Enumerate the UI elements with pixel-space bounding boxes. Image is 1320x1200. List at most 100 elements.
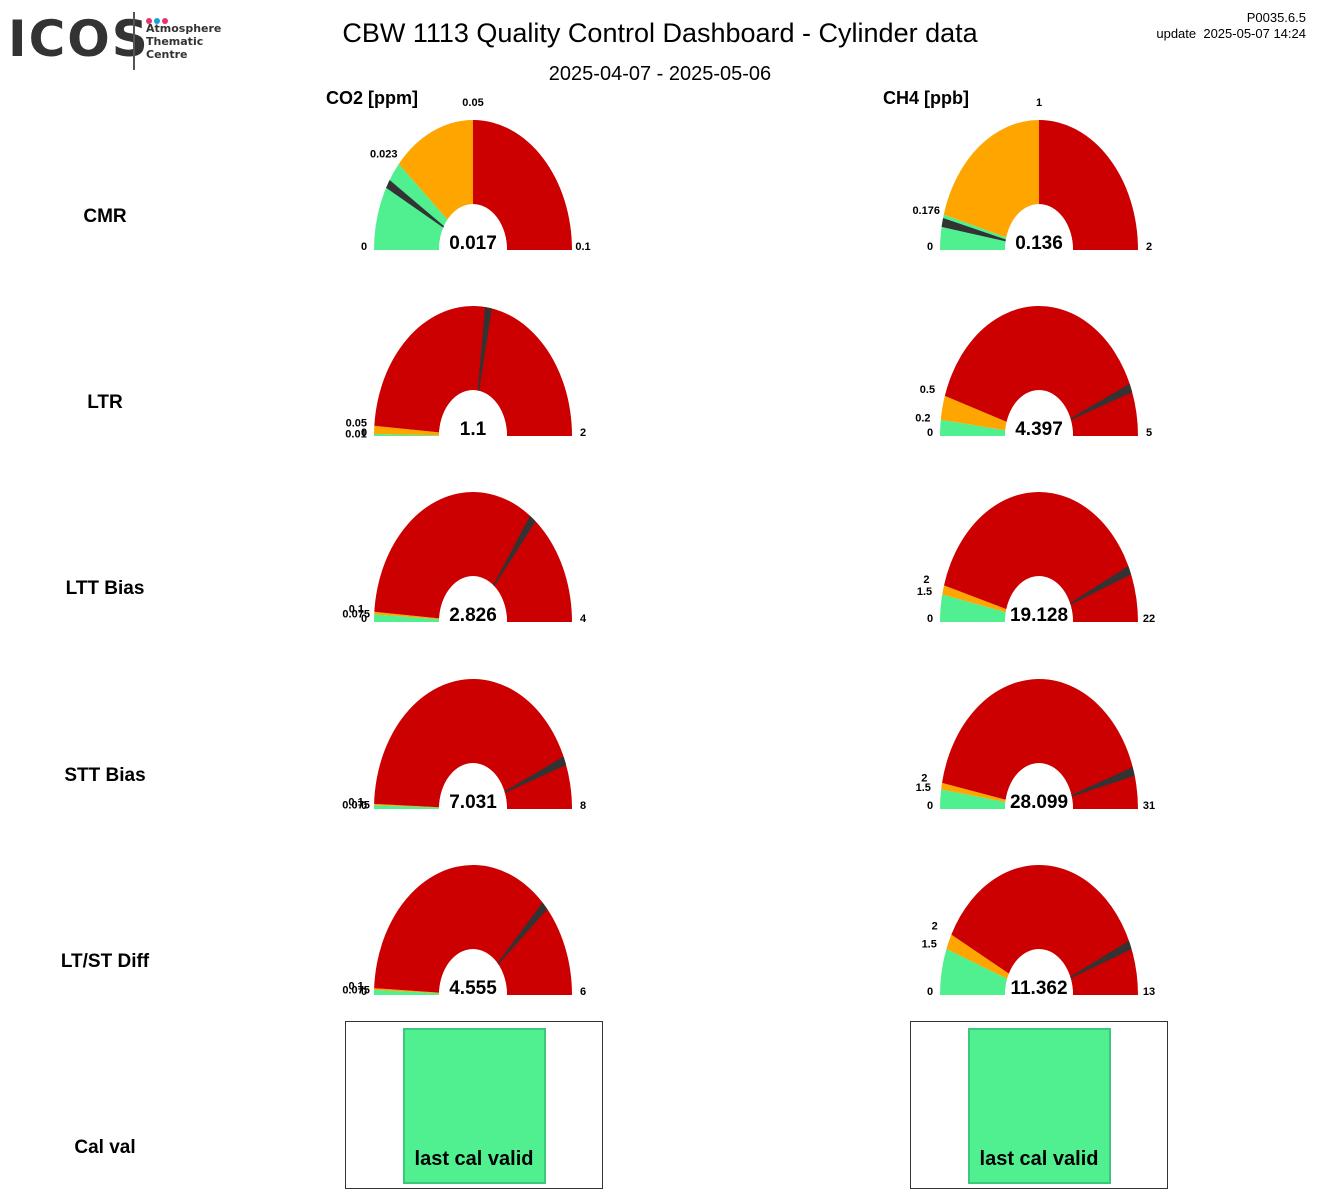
- gauge-red-zone-lt-st-diff-ch4-ppb-: [951, 864, 1138, 995]
- gauge-green-zone-ltr-co2-ppm-: [374, 433, 440, 436]
- gauge-value-label-ltt-bias-co2-ppm-: 2.826: [449, 605, 497, 626]
- gauge-threshold1-label-stt-bias-ch4-ppb-: 1.5: [916, 782, 931, 794]
- gauge-hub-ltr-co2-ppm-: [439, 390, 507, 436]
- gauge-hub-ltt-bias-co2-ppm-: [439, 576, 507, 622]
- gauge-hub-stt-bias-co2-ppm-: [439, 763, 507, 809]
- gauge-orange-zone-lt-st-diff-co2-ppm-: [374, 988, 440, 994]
- gauge-min-label-lt-st-diff-co2-ppm-: 0: [361, 986, 367, 998]
- gauge-threshold1-label-cmr-ch4-ppb-: 0.176: [912, 205, 940, 217]
- icos-logo: ICOS: [8, 10, 150, 68]
- gauge-red-zone-ltr-co2-ppm-: [374, 306, 572, 436]
- row-label-ltr: LTR: [87, 392, 123, 413]
- gauge-orange-zone-ltt-bias-co2-ppm-: [374, 611, 440, 620]
- row-label-cal-val: Cal val: [74, 1137, 136, 1158]
- gauge-threshold1-label-cmr-co2-ppm-: 0.023: [370, 149, 398, 161]
- gauge-min-label-cmr-co2-ppm-: 0: [361, 241, 367, 253]
- gauge-value-label-lt-st-diff-ch4-ppb-: 11.362: [1010, 978, 1067, 999]
- gauge-needle-cmr-co2-ppm-: [386, 179, 457, 238]
- gauge-needle-stt-bias-ch4-ppb-: [1056, 766, 1135, 802]
- update-timestamp: update 2025-05-07 14:24: [1156, 26, 1306, 41]
- gauge-needle-ltt-bias-ch4-ppb-: [1056, 566, 1132, 612]
- gauge-red-zone-stt-bias-co2-ppm-: [374, 679, 572, 809]
- logo-sub-line3: Centre: [146, 48, 188, 61]
- gauge-green-zone-ltr-ch4-ppb-: [940, 419, 1006, 436]
- row-label-ltt-bias: LTT Bias: [65, 578, 145, 599]
- gauge-threshold2-label-lt-st-diff-co2-ppm-: 0.1: [349, 980, 364, 992]
- gauge-red-zone-cmr-ch4-ppb-: [1039, 120, 1138, 250]
- gauge-hub-ltt-bias-ch4-ppb-: [1005, 576, 1073, 622]
- logo-dots: [146, 11, 170, 29]
- gauge-threshold1-label-ltr-co2-ppm-: 0.01: [345, 429, 366, 441]
- gauge-min-label-cmr-ch4-ppb-: 0: [927, 241, 933, 253]
- gauge-value-label-ltr-co2-ppm-: 1.1: [460, 419, 487, 440]
- gauge-min-label-ltr-co2-ppm-: 0: [361, 427, 367, 439]
- gauge-needle-ltr-ch4-ppb-: [1056, 383, 1133, 427]
- logo-dot-1: [146, 18, 152, 24]
- calval-status-fill-ch4: [968, 1028, 1111, 1184]
- gauge-green-zone-lt-st-diff-ch4-ppb-: [940, 948, 1008, 995]
- gauge-hub-ltr-ch4-ppb-: [1005, 390, 1073, 436]
- logo-subtitle: Atmosphere Thematic Centre: [146, 22, 221, 61]
- gauge-needle-ltr-co2-ppm-: [475, 306, 492, 412]
- row-label-cmr: CMR: [83, 206, 127, 227]
- gauge-red-zone-stt-bias-ch4-ppb-: [942, 679, 1138, 809]
- calval-label-co2: last cal valid: [414, 1148, 534, 1170]
- row-label-lt-st-diff: LT/ST Diff: [60, 951, 150, 972]
- gauge-max-label-ltr-co2-ppm-: 2: [580, 427, 586, 439]
- gauge-max-label-lt-st-diff-co2-ppm-: 6: [580, 986, 586, 998]
- gauge-threshold1-label-lt-st-diff-co2-ppm-: 0.075: [342, 984, 370, 996]
- gauge-value-label-stt-bias-ch4-ppb-: 28.099: [1010, 792, 1068, 813]
- gauge-threshold1-label-ltr-ch4-ppb-: 0.2: [915, 413, 930, 425]
- version-label: P0035.6.5: [1246, 10, 1306, 25]
- gauge-orange-zone-ltr-ch4-ppb-: [940, 395, 1007, 431]
- gauge-needle-stt-bias-co2-ppm-: [490, 756, 567, 800]
- gauge-threshold1-label-lt-st-diff-ch4-ppb-: 1.5: [922, 938, 937, 950]
- calval-panel-co2: last cal valid: [345, 1021, 603, 1189]
- gauge-needle-ltt-bias-co2-ppm-: [484, 515, 536, 602]
- gauge-value-label-ltr-ch4-ppb-: 4.397: [1015, 419, 1063, 440]
- calval-panel-ch4: last cal valid: [910, 1021, 1168, 1189]
- gauge-threshold1-label-ltt-bias-ch4-ppb-: 1.5: [917, 586, 932, 598]
- gauge-needle-cmr-ch4-ppb-: [941, 218, 1021, 245]
- logo-divider: [133, 12, 135, 70]
- gauge-value-label-cmr-co2-ppm-: 0.017: [449, 233, 497, 254]
- gauge-green-zone-ltt-bias-co2-ppm-: [374, 614, 440, 622]
- gauge-threshold2-label-stt-bias-co2-ppm-: 0.1: [348, 796, 363, 808]
- gauge-min-label-ltt-bias-ch4-ppb-: 0: [927, 613, 933, 625]
- gauge-threshold1-label-ltt-bias-co2-ppm-: 0.075: [342, 608, 370, 620]
- logo-sub-line1: Atmosphere: [146, 22, 222, 35]
- gauge-threshold1-label-stt-bias-co2-ppm-: 0.075: [342, 800, 370, 812]
- gauge-min-label-stt-bias-ch4-ppb-: 0: [927, 800, 933, 812]
- gauge-red-zone-ltt-bias-co2-ppm-: [374, 492, 572, 622]
- gauge-value-label-ltt-bias-ch4-ppb-: 19.128: [1010, 605, 1068, 626]
- gauge-orange-zone-stt-bias-ch4-ppb-: [941, 782, 1006, 803]
- gauge-max-label-cmr-co2-ppm-: 0.1: [575, 241, 590, 253]
- gauge-max-label-ltt-bias-ch4-ppb-: 22: [1143, 613, 1155, 625]
- gauge-min-label-lt-st-diff-ch4-ppb-: 0: [927, 986, 933, 998]
- gauge-threshold2-label-ltt-bias-ch4-ppb-: 2: [923, 574, 929, 586]
- gauge-max-label-cmr-ch4-ppb-: 2: [1146, 241, 1152, 253]
- gauge-max-label-stt-bias-ch4-ppb-: 31: [1143, 800, 1155, 812]
- gauge-threshold2-label-lt-st-diff-ch4-ppb-: 2: [932, 920, 938, 932]
- logo-dot-2: [154, 18, 160, 24]
- dashboard-title: CBW 1113 Quality Control Dashboard - Cyl…: [342, 18, 978, 48]
- gauge-threshold2-label-ltr-co2-ppm-: 0.05: [346, 418, 367, 430]
- row-label-stt-bias: STT Bias: [64, 765, 146, 786]
- gauge-red-zone-lt-st-diff-co2-ppm-: [374, 865, 572, 995]
- gauge-orange-zone-ltt-bias-ch4-ppb-: [942, 585, 1007, 613]
- gauge-max-label-stt-bias-co2-ppm-: 8: [580, 800, 586, 812]
- gauge-threshold2-label-ltt-bias-co2-ppm-: 0.1: [349, 604, 364, 616]
- gauge-needle-lt-st-diff-ch4-ppb-: [1056, 940, 1132, 986]
- gauge-orange-zone-cmr-ch4-ppb-: [943, 120, 1039, 238]
- gauge-orange-zone-stt-bias-co2-ppm-: [374, 803, 440, 808]
- gauge-min-label-ltt-bias-co2-ppm-: 0: [361, 613, 367, 625]
- gauge-hub-cmr-co2-ppm-: [439, 204, 507, 250]
- column-header-ch4: CH4 [ppb]: [883, 88, 969, 108]
- gauge-hub-stt-bias-ch4-ppb-: [1005, 763, 1073, 809]
- gauge-green-zone-ltt-bias-ch4-ppb-: [940, 594, 1006, 622]
- gauge-max-label-ltr-ch4-ppb-: 5: [1146, 427, 1152, 439]
- gauge-min-label-ltr-ch4-ppb-: 0: [927, 427, 933, 439]
- gauge-hub-lt-st-diff-co2-ppm-: [439, 949, 507, 995]
- gauge-green-zone-stt-bias-ch4-ppb-: [940, 789, 1006, 809]
